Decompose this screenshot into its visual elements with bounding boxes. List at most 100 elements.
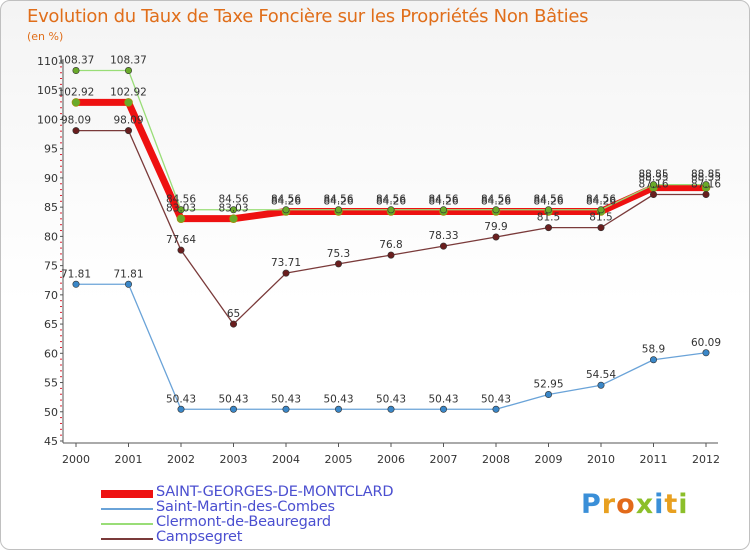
y-tick-label: 65 <box>44 318 58 331</box>
data-point <box>229 214 238 223</box>
data-point <box>230 320 238 328</box>
data-label: 76.8 <box>379 239 402 251</box>
x-tick-label: 2005 <box>325 453 353 466</box>
y-tick-label: 50 <box>44 406 58 419</box>
data-point <box>439 206 447 214</box>
x-tick-label: 2008 <box>482 453 510 466</box>
data-label: 50.43 <box>271 393 301 405</box>
data-point <box>124 98 133 107</box>
data-label: 88.85 <box>691 169 721 181</box>
y-tick-label: 75 <box>44 260 58 273</box>
data-label: 81.5 <box>589 212 612 224</box>
y-tick-label: 80 <box>44 230 58 243</box>
data-point <box>702 191 710 199</box>
data-label: 83.03 <box>218 203 248 215</box>
y-tick-label: 60 <box>44 347 58 360</box>
data-label: 73.71 <box>271 257 301 269</box>
legend-swatch <box>101 508 153 510</box>
x-tick-label: 2004 <box>272 453 300 466</box>
data-label: 50.43 <box>481 393 511 405</box>
data-point <box>176 214 186 223</box>
data-label: 60.09 <box>691 337 721 349</box>
logo-letter: P <box>581 489 602 520</box>
data-point <box>597 381 605 389</box>
data-label: 84.26 <box>271 195 301 207</box>
data-point <box>492 405 500 413</box>
x-tick-label: 2000 <box>62 453 90 466</box>
data-point <box>387 405 395 413</box>
data-point <box>334 206 342 214</box>
data-point <box>334 405 342 413</box>
data-label: 84.26 <box>376 195 406 207</box>
data-label: 84.56 <box>586 194 616 206</box>
y-tick-label: 95 <box>44 143 58 156</box>
data-label: 84.26 <box>533 195 563 207</box>
y-tick-label: 105 <box>37 84 58 97</box>
data-label: 84.56 <box>218 194 248 206</box>
y-tick-label: 55 <box>44 377 58 390</box>
data-label: 84.26 <box>323 195 353 207</box>
data-point <box>125 280 133 288</box>
data-label: 84.56 <box>323 194 353 206</box>
data-point <box>649 191 657 199</box>
logo-letter: r <box>601 489 617 520</box>
data-label: 78.33 <box>428 230 458 242</box>
data-label: 87.16 <box>638 179 668 191</box>
data-point <box>702 349 710 357</box>
series-line-3 <box>75 129 707 325</box>
x-tick-label: 2002 <box>167 453 195 466</box>
data-label: 84.26 <box>481 195 511 207</box>
data-label: 87.16 <box>691 179 721 191</box>
x-tick-label: 2006 <box>377 453 405 466</box>
legend-label: Clermont-de-Beauregard <box>156 514 331 530</box>
data-point <box>492 206 500 214</box>
data-point <box>439 405 447 413</box>
data-point <box>177 246 185 254</box>
y-tick-label: 110 <box>37 55 58 68</box>
data-point <box>71 98 81 107</box>
data-point <box>177 206 185 214</box>
data-point <box>177 405 185 413</box>
data-point <box>544 206 552 214</box>
data-point <box>702 181 710 189</box>
data-point <box>649 356 657 364</box>
data-point <box>282 269 290 277</box>
data-point <box>387 206 395 214</box>
logo-letter: o <box>616 489 636 520</box>
data-point <box>282 405 290 413</box>
data-label: 71.81 <box>61 268 91 280</box>
data-point <box>334 260 342 268</box>
data-label: 81.5 <box>537 212 560 224</box>
y-tick-label: 85 <box>44 201 58 214</box>
data-point <box>492 233 500 241</box>
x-tick-label: 2012 <box>692 453 720 466</box>
data-point <box>387 251 395 259</box>
data-label: 50.43 <box>323 393 353 405</box>
data-label: 52.95 <box>533 379 563 391</box>
data-label: 58.9 <box>642 344 665 356</box>
legend-swatch <box>101 523 153 525</box>
data-label: 102.92 <box>110 86 147 98</box>
data-label: 79.9 <box>484 221 507 233</box>
data-label: 50.43 <box>166 393 196 405</box>
data-point <box>125 127 133 135</box>
data-label: 84.56 <box>533 194 563 206</box>
data-label: 88.35 <box>691 172 721 184</box>
data-point <box>282 206 290 214</box>
data-label: 65 <box>227 308 240 320</box>
data-label: 84.56 <box>376 194 406 206</box>
data-label: 83.03 <box>166 203 196 215</box>
data-label: 88.85 <box>638 169 668 181</box>
logo-letter: i <box>678 489 689 520</box>
x-tick-label: 2011 <box>640 453 668 466</box>
data-point <box>544 391 552 399</box>
logo-letter: x <box>635 489 655 520</box>
x-tick-label: 2003 <box>220 453 248 466</box>
y-tick-label: 100 <box>37 113 58 126</box>
x-tick-label: 2009 <box>535 453 563 466</box>
logo-letter: i <box>654 489 665 520</box>
data-label: 77.64 <box>166 234 196 246</box>
data-label: 50.43 <box>428 393 458 405</box>
